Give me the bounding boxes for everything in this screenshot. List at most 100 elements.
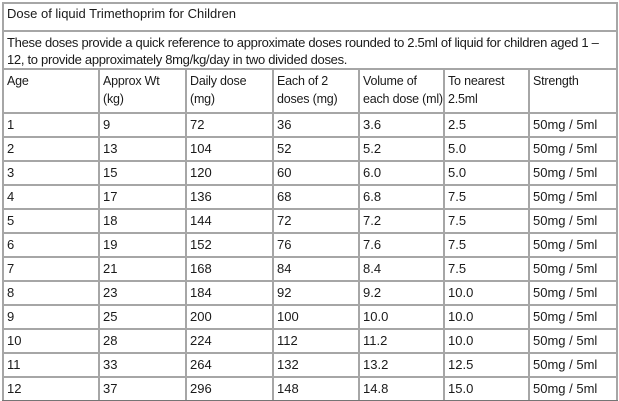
cell-strength: 50mg / 5ml xyxy=(527,136,619,162)
cell-volume-of-each-dose: 7.2 xyxy=(358,208,445,234)
cell-each-of-2-doses: 68 xyxy=(272,184,360,210)
cell-age: 7 xyxy=(2,256,100,282)
header-cell-volume-of-each-dose: Volume of each dose (ml) xyxy=(358,68,445,114)
cell-each-of-2-doses: 132 xyxy=(272,352,360,378)
cell-approx-wt: 17 xyxy=(98,184,187,210)
cell-each-of-2-doses: 76 xyxy=(272,232,360,258)
cell-each-of-2-doses: 36 xyxy=(272,112,360,138)
cell-each-of-2-doses: 92 xyxy=(272,280,360,306)
cell-each-of-2-doses: 148 xyxy=(272,376,360,401)
table-row: 11 33 264 132 13.2 12.5 50mg / 5ml xyxy=(2,352,619,378)
table-row: 4 17 136 68 6.8 7.5 50mg / 5ml xyxy=(2,184,619,210)
cell-age: 10 xyxy=(2,328,100,354)
cell-approx-wt: 9 xyxy=(98,112,187,138)
cell-to-nearest: 10.0 xyxy=(443,304,530,330)
cell-daily-dose: 104 xyxy=(185,136,274,162)
cell-to-nearest: 7.5 xyxy=(443,232,530,258)
cell-age: 2 xyxy=(2,136,100,162)
table-row: 8 23 184 92 9.2 10.0 50mg / 5ml xyxy=(2,280,619,306)
cell-strength: 50mg / 5ml xyxy=(527,352,619,378)
cell-age: 5 xyxy=(2,208,100,234)
cell-strength: 50mg / 5ml xyxy=(527,328,619,354)
cell-daily-dose: 200 xyxy=(185,304,274,330)
cell-daily-dose: 264 xyxy=(185,352,274,378)
cell-volume-of-each-dose: 3.6 xyxy=(358,112,445,138)
cell-volume-of-each-dose: 14.8 xyxy=(358,376,445,401)
cell-to-nearest: 15.0 xyxy=(443,376,530,401)
cell-daily-dose: 120 xyxy=(185,160,274,186)
cell-strength: 50mg / 5ml xyxy=(527,160,619,186)
cell-to-nearest: 5.0 xyxy=(443,136,530,162)
cell-approx-wt: 15 xyxy=(98,160,187,186)
table-row: 9 25 200 100 10.0 10.0 50mg / 5ml xyxy=(2,304,619,330)
cell-to-nearest: 10.0 xyxy=(443,280,530,306)
header-cell-age: Age xyxy=(2,68,100,114)
table-row: 2 13 104 52 5.2 5.0 50mg / 5ml xyxy=(2,136,619,162)
cell-strength: 50mg / 5ml xyxy=(527,112,619,138)
doc-title: Dose of liquid Trimethoprim for Children xyxy=(1,2,619,32)
table-row: 6 19 152 76 7.6 7.5 50mg / 5ml xyxy=(2,232,619,258)
cell-age: 4 xyxy=(2,184,100,210)
table-row: 7 21 168 84 8.4 7.5 50mg / 5ml xyxy=(2,256,619,282)
cell-each-of-2-doses: 52 xyxy=(272,136,360,162)
cell-each-of-2-doses: 72 xyxy=(272,208,360,234)
cell-volume-of-each-dose: 5.2 xyxy=(358,136,445,162)
cell-to-nearest: 5.0 xyxy=(443,160,530,186)
cell-strength: 50mg / 5ml xyxy=(527,208,619,234)
cell-volume-of-each-dose: 6.0 xyxy=(358,160,445,186)
header-cell-daily-dose: Daily dose (mg) xyxy=(185,68,274,114)
cell-approx-wt: 19 xyxy=(98,232,187,258)
cell-strength: 50mg / 5ml xyxy=(527,256,619,282)
cell-approx-wt: 37 xyxy=(98,376,187,401)
cell-approx-wt: 28 xyxy=(98,328,187,354)
cell-daily-dose: 184 xyxy=(185,280,274,306)
cell-strength: 50mg / 5ml xyxy=(527,280,619,306)
cell-approx-wt: 25 xyxy=(98,304,187,330)
table-row: 3 15 120 60 6.0 5.0 50mg / 5ml xyxy=(2,160,619,186)
cell-daily-dose: 152 xyxy=(185,232,274,258)
cell-volume-of-each-dose: 11.2 xyxy=(358,328,445,354)
cell-approx-wt: 23 xyxy=(98,280,187,306)
cell-daily-dose: 224 xyxy=(185,328,274,354)
cell-age: 6 xyxy=(2,232,100,258)
table-row: 10 28 224 112 11.2 10.0 50mg / 5ml xyxy=(2,328,619,354)
title-row: Dose of liquid Trimethoprim for Children xyxy=(1,2,619,32)
table-row: 5 18 144 72 7.2 7.5 50mg / 5ml xyxy=(2,208,619,234)
cell-daily-dose: 296 xyxy=(185,376,274,401)
cell-each-of-2-doses: 60 xyxy=(272,160,360,186)
cell-strength: 50mg / 5ml xyxy=(527,232,619,258)
cell-each-of-2-doses: 112 xyxy=(272,328,360,354)
cell-approx-wt: 33 xyxy=(98,352,187,378)
cell-to-nearest: 12.5 xyxy=(443,352,530,378)
cell-volume-of-each-dose: 6.8 xyxy=(358,184,445,210)
cell-age: 12 xyxy=(2,376,100,401)
cell-to-nearest: 7.5 xyxy=(443,208,530,234)
cell-approx-wt: 21 xyxy=(98,256,187,282)
cell-daily-dose: 168 xyxy=(185,256,274,282)
cell-to-nearest: 7.5 xyxy=(443,256,530,282)
cell-age: 8 xyxy=(2,280,100,306)
cell-each-of-2-doses: 100 xyxy=(272,304,360,330)
cell-daily-dose: 144 xyxy=(185,208,274,234)
cell-age: 3 xyxy=(2,160,100,186)
cell-strength: 50mg / 5ml xyxy=(527,184,619,210)
header-cell-to-nearest: To nearest 2.5ml xyxy=(443,68,530,114)
cell-strength: 50mg / 5ml xyxy=(527,376,619,401)
cell-strength: 50mg / 5ml xyxy=(527,304,619,330)
header-cell-approx-wt: Approx Wt (kg) xyxy=(98,68,187,114)
table-row: 1 9 72 36 3.6 2.5 50mg / 5ml xyxy=(2,112,619,138)
cell-volume-of-each-dose: 8.4 xyxy=(358,256,445,282)
header-cell-each-of-2-doses: Each of 2 doses (mg) xyxy=(272,68,360,114)
description: These doses provide a quick reference to… xyxy=(1,30,619,70)
cell-volume-of-each-dose: 13.2 xyxy=(358,352,445,378)
cell-approx-wt: 18 xyxy=(98,208,187,234)
header-row: Age Approx Wt (kg) Daily dose (mg) Each of … xyxy=(2,68,619,114)
cell-volume-of-each-dose: 7.6 xyxy=(358,232,445,258)
cell-to-nearest: 7.5 xyxy=(443,184,530,210)
cell-daily-dose: 72 xyxy=(185,112,274,138)
cell-to-nearest: 10.0 xyxy=(443,328,530,354)
cell-each-of-2-doses: 84 xyxy=(272,256,360,282)
